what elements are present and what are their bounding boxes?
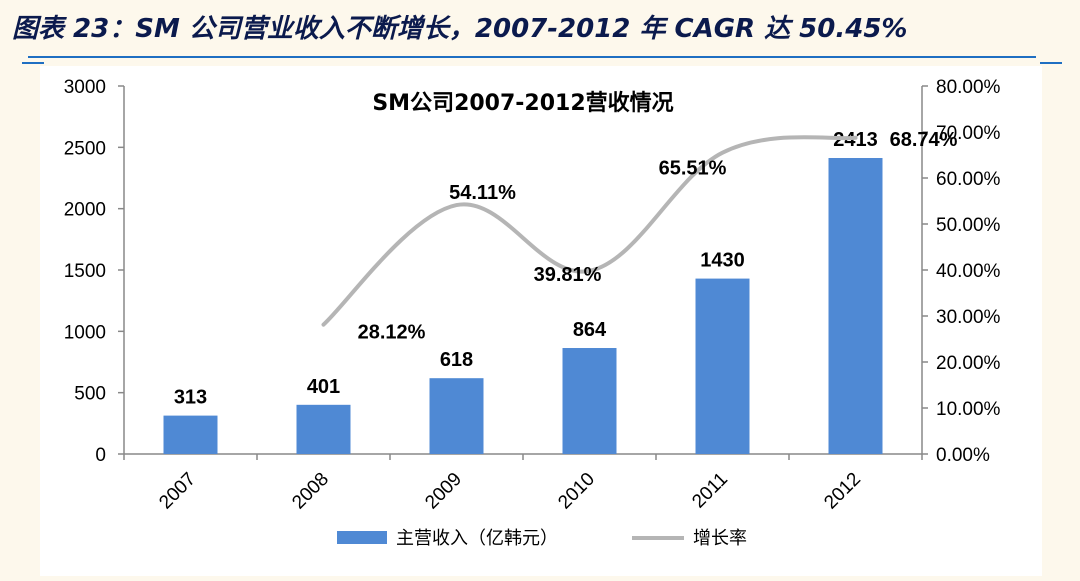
y-right-tick-label: 40.00% [936,261,1001,282]
y-left-tick-label: 500 [74,384,106,405]
growth-rate-label: 28.12% [358,322,426,344]
growth-rate-label: 54.11% [449,182,516,204]
x-tick-label: 2012 [820,469,865,514]
revenue-bar [296,404,351,454]
x-tick-label: 2007 [155,469,200,514]
y-right-tick-label: 70.00% [936,123,1001,144]
y-right-tick-label: 10.00% [936,399,1001,420]
figure-title: 图表 23：SM 公司营业收入不断增长，2007-2012 年 CAGR 达 5… [12,14,908,44]
x-tick-label: 2008 [288,469,333,514]
y-right-tick-label: 0.00% [936,445,990,466]
y-right-tick-label: 50.00% [936,215,1001,236]
revenue-bar [562,348,617,454]
x-tick-label: 2010 [554,469,599,514]
y-left-tick-label: 2500 [64,138,106,159]
y-right-tick-label: 80.00% [936,77,1001,98]
revenue-bar-label: 313 [174,387,207,409]
growth-rate-label: 68.74% [890,129,958,151]
chart-title: SM公司2007-2012营收情况 [372,90,673,116]
y-left-tick-label: 0 [95,445,106,466]
y-left-tick-label: 3000 [64,77,106,98]
growth-rate-line [321,135,858,327]
y-left-tick-label: 1000 [64,322,106,343]
revenue-bar [429,378,484,454]
y-left-tick-label: 2000 [64,200,106,221]
x-tick-label: 2011 [688,469,732,513]
y-right-tick-label: 60.00% [936,169,1001,190]
title-rule [28,56,1036,58]
rule-right-mark [1040,62,1062,64]
revenue-bar-label: 1430 [700,250,745,272]
legend-bar-label: 主营收入（亿韩元） [396,528,558,549]
revenue-bar-label: 864 [573,319,607,341]
revenue-bar-label: 618 [440,349,473,371]
growth-rate-label: 39.81% [534,264,602,286]
revenue-bar [163,415,218,454]
y-right-tick-label: 30.00% [936,307,1001,328]
x-tick-label: 2009 [421,469,466,514]
legend-bar-swatch [337,531,387,544]
growth-rate-label: 65.51% [659,158,727,180]
revenue-bar-label: 2413 [833,129,878,151]
revenue-bar-label: 401 [307,376,340,398]
y-left-tick-label: 1500 [64,261,106,282]
y-right-tick-label: 20.00% [936,353,1001,374]
revenue-bar [695,278,750,454]
rule-left-mark [22,62,44,64]
revenue-bar [828,158,883,454]
legend-line-label: 增长率 [693,528,747,549]
